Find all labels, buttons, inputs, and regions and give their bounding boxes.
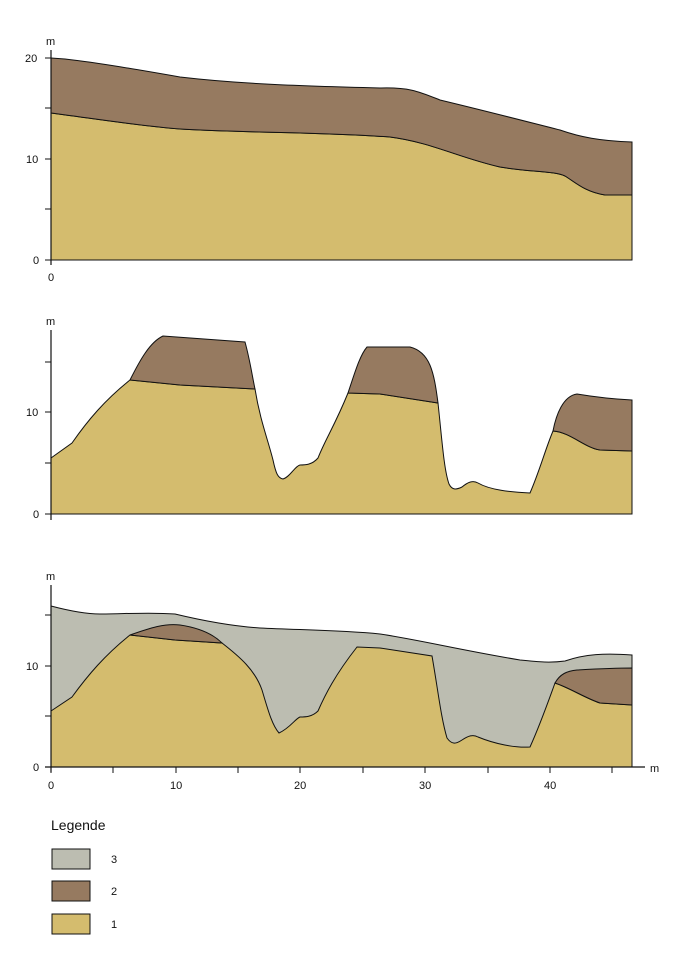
panel-1-y-tick-label: 10 xyxy=(26,154,38,166)
legend-title: Legende xyxy=(51,817,106,833)
panel-1-y-tick-label: 20 xyxy=(25,53,37,65)
panel-1-y-tick-label: 0 xyxy=(33,255,39,267)
legend-swatch-1 xyxy=(51,913,91,935)
legend-label-3: 3 xyxy=(111,854,117,866)
panel-3-x-unit-label: m xyxy=(650,763,659,775)
panel-2-layer-2-right xyxy=(552,393,633,452)
panel-2-layer-2-middle xyxy=(347,346,439,404)
legend: Legende 3 2 1 xyxy=(51,817,117,935)
profile-panel-2: m 10 0 xyxy=(26,316,633,521)
legend-label-2: 2 xyxy=(111,886,117,898)
profile-panel-3: m 10 0 0 10 20 30 40 m xyxy=(26,571,659,792)
panel-1-x-tick-label: 0 xyxy=(48,272,54,284)
panel-1-layer-2 xyxy=(50,57,633,196)
profile-panel-1: m 20 10 0 0 xyxy=(25,36,633,284)
legend-label-1: 1 xyxy=(111,919,117,931)
panel-3-x-tick-label: 20 xyxy=(294,780,306,792)
panel-2-y-tick-label: 0 xyxy=(33,509,39,521)
panel-3-unit-label: m xyxy=(46,571,55,583)
panel-3-layer-2-right xyxy=(554,667,633,706)
panel-3-x-tick-label: 10 xyxy=(170,780,182,792)
panel-1-unit-label: m xyxy=(46,36,55,48)
legend-swatch-3 xyxy=(51,848,91,870)
panel-2-layer-1 xyxy=(50,379,633,515)
panel-3-y-tick-label: 10 xyxy=(26,661,38,673)
legend-swatch-2 xyxy=(51,880,91,902)
panel-3-layer-1 xyxy=(50,634,633,768)
panel-2-layer-2-left xyxy=(129,335,256,390)
panel-3-y-tick-label: 0 xyxy=(33,762,39,774)
panel-3-x-tick-label: 40 xyxy=(544,780,556,792)
panel-3-layer-2-left xyxy=(129,624,224,644)
panel-2-y-tick-label: 10 xyxy=(26,407,38,419)
panel-2-unit-label: m xyxy=(46,316,55,328)
panel-3-x-tick-label: 0 xyxy=(48,780,54,792)
panel-3-x-tick-label: 30 xyxy=(419,780,431,792)
